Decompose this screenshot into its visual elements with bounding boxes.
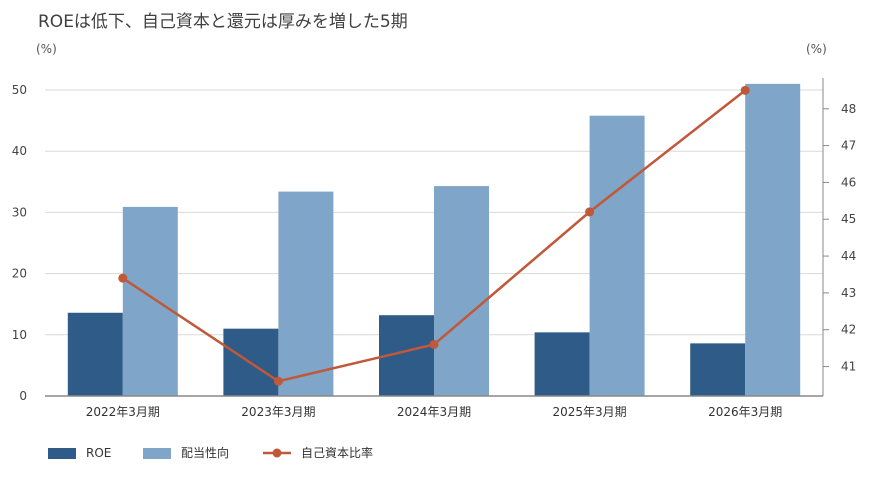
left-tick-label: 50 <box>12 83 27 97</box>
legend-label: ROE <box>86 446 111 460</box>
legend-swatch <box>143 448 171 459</box>
right-tick-label: 43 <box>841 286 856 300</box>
left-tick-label: 10 <box>12 328 27 342</box>
right-tick-label: 47 <box>841 139 856 153</box>
right-axis-ticks: 41 42 43 44 45 46 47 48 <box>822 78 856 396</box>
legend-label: 自己資本比率 <box>301 445 373 460</box>
legend: ROE 配当性向 自己資本比率 <box>48 445 373 460</box>
bar-payout-ratio <box>278 191 334 396</box>
line-point <box>740 85 750 95</box>
right-axis-unit: (%) <box>806 42 827 56</box>
right-tick-label: 46 <box>841 175 856 189</box>
bar-payout-ratio <box>122 206 178 396</box>
legend-label: 配当性向 <box>181 445 229 460</box>
x-axis-categories: 2022年3月期 2023年3月期 2024年3月期 2025年3月期 2026年3月期 <box>86 405 783 419</box>
bar-roe <box>67 312 123 396</box>
category-label: 2024年3月期 <box>397 405 471 419</box>
left-tick-label: 30 <box>12 205 27 219</box>
chart-title: ROEは低下、自己資本と還元は厚みを増した5期 <box>38 12 408 32</box>
left-tick-label: 0 <box>19 389 27 403</box>
left-tick-label: 40 <box>12 144 27 158</box>
legend-swatch-marker <box>272 448 282 458</box>
bar-payout-ratio <box>434 186 489 396</box>
legend-swatch <box>48 448 76 459</box>
left-tick-label: 20 <box>12 267 27 281</box>
bar-payout-ratio <box>745 83 801 396</box>
bars <box>67 83 801 396</box>
right-tick-label: 48 <box>841 102 856 116</box>
line-point <box>585 207 595 217</box>
category-label: 2025年3月期 <box>553 405 627 419</box>
right-tick-label: 45 <box>841 212 856 226</box>
bar-roe <box>534 332 590 396</box>
category-label: 2026年3月期 <box>708 405 782 419</box>
right-tick-label: 44 <box>841 249 856 263</box>
category-label: 2022年3月期 <box>86 405 160 419</box>
bar-payout-ratio <box>589 115 645 396</box>
line-point <box>429 339 439 349</box>
bar-roe <box>690 343 746 396</box>
line-point <box>118 273 128 283</box>
equity-ratio-line <box>118 85 750 386</box>
left-axis-ticks: 0 10 20 30 40 50 <box>12 83 27 403</box>
line-point <box>273 376 283 386</box>
category-label: 2023年3月期 <box>241 405 315 419</box>
right-tick-label: 41 <box>841 360 856 374</box>
right-tick-label: 42 <box>841 323 856 337</box>
left-axis-unit: (%) <box>36 42 57 56</box>
